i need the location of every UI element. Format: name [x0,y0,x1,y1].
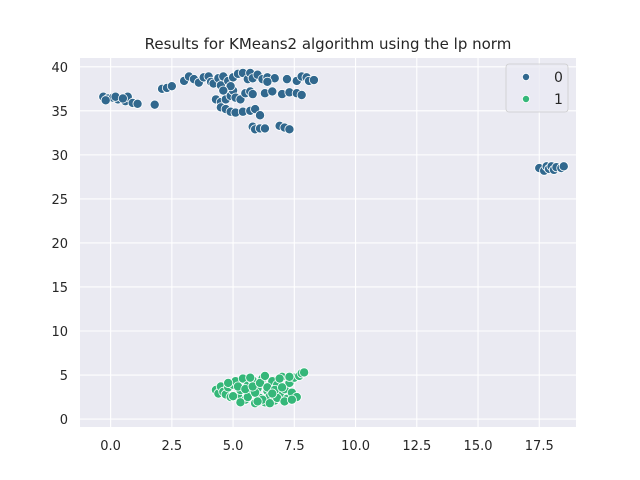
scatter-point-series-0 [100,95,111,106]
scatter-point-series-1 [284,371,295,382]
scatter-point-series-1 [228,391,239,402]
scatter-point-series-0 [149,99,160,110]
scatter-point-series-0 [166,81,177,92]
x-tick-label: 10.0 [341,439,370,454]
chart-title: Results for KMeans2 algorithm using the … [145,35,512,53]
grid [80,58,576,427]
scatter-point-series-0 [281,74,292,85]
scatter-point-series-1 [299,367,310,378]
scatter-point-series-1 [245,372,256,383]
legend-marker [522,73,531,82]
scatter-point-series-0 [218,85,229,96]
x-tick-label: 15.0 [464,439,493,454]
scatter-point-series-0 [262,76,273,87]
y-tick-labels: 0 5 10 15 20 25 30 35 40 [51,61,68,428]
scatter-point-series-1 [252,396,263,407]
scatter-point-series-1 [259,370,270,381]
y-tick-label: 25 [51,193,68,208]
legend-box [505,63,569,113]
scatter-point-series-1 [223,377,234,388]
scatter-point-series-0 [558,161,569,172]
scatter-point-series-1 [235,397,246,408]
scatter-point-series-1 [264,398,275,409]
y-tick-label: 40 [51,61,68,76]
scatter-point-series-1 [274,373,285,384]
x-tick-labels: 0.0 2.5 5.0 7.5 10.0 12.5 15.0 17.5 [100,439,553,454]
scatter-point-series-0 [259,123,270,134]
x-tick-label: 0.0 [100,439,121,454]
y-tick-label: 5 [60,369,68,384]
data-points [98,67,569,409]
y-tick-label: 0 [60,413,68,428]
legend: 01 [505,63,569,113]
scatter-point-series-0 [267,86,278,97]
x-tick-label: 12.5 [402,439,431,454]
legend-label: 0 [554,70,563,86]
y-tick-label: 15 [51,281,68,296]
x-tick-label: 5.0 [223,439,244,454]
x-tick-label: 17.5 [525,439,554,454]
y-tick-label: 20 [51,237,68,252]
y-tick-label: 30 [51,149,68,164]
scatter-point-series-1 [286,394,297,405]
scatter-point-series-0 [255,110,266,121]
y-tick-label: 10 [51,325,68,340]
legend-marker [522,95,531,104]
x-tick-label: 7.5 [284,439,305,454]
scatter-point-series-0 [296,89,307,100]
x-tick-label: 2.5 [162,439,183,454]
scatter-point-series-0 [225,81,236,92]
scatter-point-series-1 [267,388,278,399]
scatter-point-series-0 [284,124,295,135]
scatter-point-series-1 [255,377,266,388]
scatter-point-series-1 [277,382,288,393]
scatter-point-series-0 [117,93,128,104]
scatter-point-series-0 [132,98,143,109]
y-tick-label: 35 [51,105,68,120]
scatter-point-series-0 [247,89,258,100]
legend-label: 1 [554,92,563,108]
scatter-point-series-0 [308,75,319,86]
